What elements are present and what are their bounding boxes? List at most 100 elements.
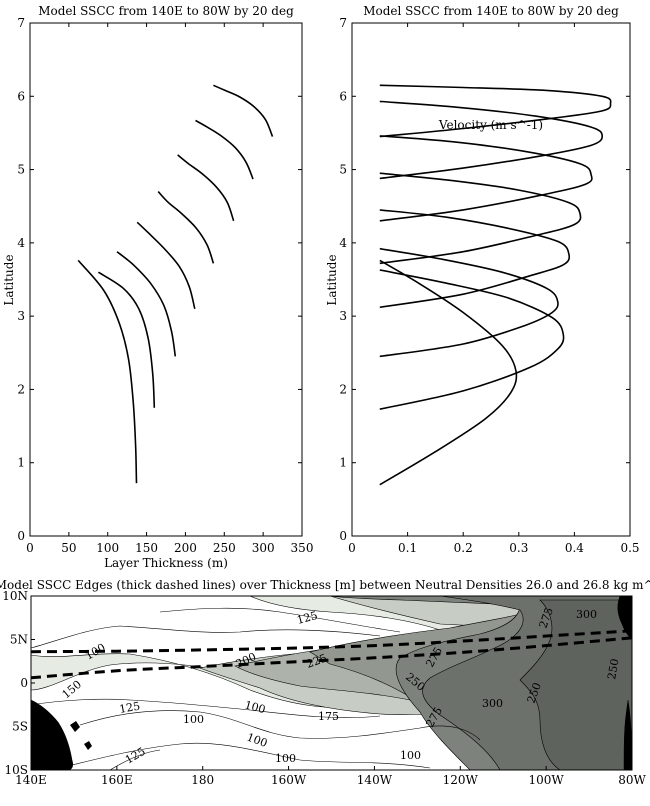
thickness-panel-series-line <box>157 191 215 264</box>
velocity-panel-series-line <box>379 247 559 358</box>
velocity-panel-frame <box>351 22 631 537</box>
contour-label: 300 <box>576 608 597 621</box>
thickness-panel-x-tick-label: 0 <box>26 541 34 555</box>
thickness-panel-series-line <box>116 251 177 357</box>
velocity-panel-series-line <box>379 209 571 309</box>
contour-label: 125 <box>295 609 319 627</box>
thickness-panel-x-tick-label: 100 <box>96 541 119 555</box>
velocity-panel-y-tick-label: 3 <box>339 309 347 323</box>
thickness-panel-y-tick-label: 5 <box>17 163 25 177</box>
thickness-panel-y-ticks: 0 1 2 3 4 5 6 7 <box>17 16 302 543</box>
thickness-panel-series-line <box>213 84 274 137</box>
contour-label: 100 <box>275 752 296 765</box>
thickness-panel-y-tick-label: 6 <box>17 89 25 103</box>
map-y-tick-label: 10N <box>2 589 28 603</box>
thickness-panel-series-line <box>136 221 196 310</box>
velocity-panel-y-tick-label: 5 <box>339 163 347 177</box>
contour-band-300 <box>519 599 632 770</box>
map-x-tick-label: 120W <box>443 773 479 787</box>
velocity-panel-y-tick-label: 0 <box>339 529 347 543</box>
map-panel-title: Model SSCC Edges (thick dashed lines) ov… <box>0 578 650 592</box>
thickness-panel-y-tick-label: 4 <box>17 236 25 250</box>
velocity-panel-series-line <box>379 172 582 265</box>
contour-label: 100 <box>183 713 204 726</box>
map-x-tick-label: 160E <box>101 773 133 787</box>
land-new-guinea <box>31 699 74 770</box>
velocity-panel-series-line <box>379 259 518 486</box>
map-frame <box>30 595 633 771</box>
thickness-panel-y-tick-label: 3 <box>17 309 25 323</box>
thickness-panel-series-line <box>97 271 156 408</box>
map-x-tick-label: 140E <box>15 773 47 787</box>
velocity-panel-series-line <box>379 100 604 180</box>
thickness-panel-y-tick-label: 2 <box>17 382 25 396</box>
contour-line-100-south <box>59 742 431 769</box>
velocity-panel-title: Model SSCC from 140E to 80W by 20 deg <box>363 4 619 18</box>
thickness-panel-x-tick-label: 250 <box>213 541 236 555</box>
velocity-panel-y-tick-label: 2 <box>339 382 347 396</box>
velocity-panel-y-ticks: 0 1 2 3 4 5 6 7 <box>339 16 630 543</box>
thickness-panel-x-tick-label: 50 <box>61 541 76 555</box>
velocity-panel-x-tick-label: 0.2 <box>454 541 473 555</box>
thickness-panel: Model SSCC from 140E to 80W by 20 deg La… <box>2 4 313 570</box>
velocity-panel-series-line <box>379 135 593 222</box>
map-x-tick-label: 140W <box>357 773 393 787</box>
map-y-ticks: 10N 5N 0 5S 10S <box>2 589 35 777</box>
velocity-panel-y-tick-label: 7 <box>339 16 347 30</box>
velocity-panel-x-tick-label: 0.5 <box>620 541 639 555</box>
velocity-panel-x-tick-label: 0.1 <box>398 541 417 555</box>
map-x-tick-label: 160W <box>271 773 307 787</box>
map-y-tick-label: 5S <box>12 720 28 734</box>
thickness-panel-y-tick-label: 1 <box>17 456 25 470</box>
velocity-panel-x-ticks: 0 0.1 0.2 0.3 0.4 0.5 <box>348 23 640 555</box>
thickness-panel-series <box>77 84 274 484</box>
map-x-tick-label: 180 <box>191 773 214 787</box>
land-islands-west <box>44 721 92 766</box>
contour-line-150-south <box>31 698 381 718</box>
map-y-tick-label: 0 <box>20 676 28 690</box>
velocity-panel-y-tick-label: 1 <box>339 456 347 470</box>
map-x-tick-label: 100W <box>529 773 565 787</box>
contour-line-125-southwest <box>109 749 161 770</box>
thickness-panel-xlabel: Layer Thickness (m) <box>104 556 228 570</box>
thickness-panel-series-line <box>177 154 235 222</box>
velocity-panel-x-tick-label: 0.3 <box>509 541 528 555</box>
velocity-panel-y-tick-label: 6 <box>339 89 347 103</box>
thickness-panel-y-tick-label: 0 <box>17 529 25 543</box>
contour-line-125-south <box>79 710 481 741</box>
velocity-panel-ylabel: Latitude <box>325 254 339 305</box>
contour-label: 300 <box>482 697 503 710</box>
thickness-panel-series-line <box>195 119 254 180</box>
map-x-tick-label: 80W <box>618 773 646 787</box>
velocity-panel-series-line <box>379 269 565 410</box>
thickness-panel-series-line <box>77 259 138 484</box>
contour-label: 250 <box>605 658 621 681</box>
map-x-ticks: 140E 160E 180 160W 140W 120W 100W 80W <box>15 766 646 787</box>
contour-label: 125 <box>118 700 141 716</box>
thickness-panel-title: Model SSCC from 140E to 80W by 20 deg <box>38 4 294 18</box>
thickness-panel-x-tick-label: 200 <box>174 541 197 555</box>
contour-line-125-north <box>159 607 401 633</box>
contour-label: 100 <box>243 698 267 716</box>
velocity-panel-series <box>379 84 612 486</box>
contour-line-100-north <box>31 625 381 649</box>
thickness-panel-x-tick-label: 150 <box>135 541 158 555</box>
thickness-panel-x-tick-label: 350 <box>291 541 314 555</box>
land-south-america <box>623 699 632 770</box>
contour-label: 100 <box>400 749 421 762</box>
contour-label: 175 <box>318 710 339 723</box>
thickness-panel-x-ticks: 0 50 100 150 200 250 300 350 <box>26 23 313 555</box>
velocity-panel: Model SSCC from 140E to 80W by 20 deg Ve… <box>325 4 640 555</box>
map-y-tick-label: 10S <box>5 763 29 777</box>
thickness-panel-frame <box>29 22 303 537</box>
velocity-panel-x-tick-label: 0 <box>348 541 356 555</box>
thickness-panel-x-tick-label: 300 <box>252 541 275 555</box>
map-y-tick-label: 5N <box>10 633 28 647</box>
velocity-panel-x-tick-label: 0.4 <box>565 541 584 555</box>
velocity-panel-y-tick-label: 4 <box>339 236 347 250</box>
map-contour-field <box>31 596 632 770</box>
velocity-panel-series-line <box>379 84 612 138</box>
thickness-panel-ylabel: Latitude <box>2 254 16 305</box>
thickness-panel-y-tick-label: 7 <box>17 16 25 30</box>
